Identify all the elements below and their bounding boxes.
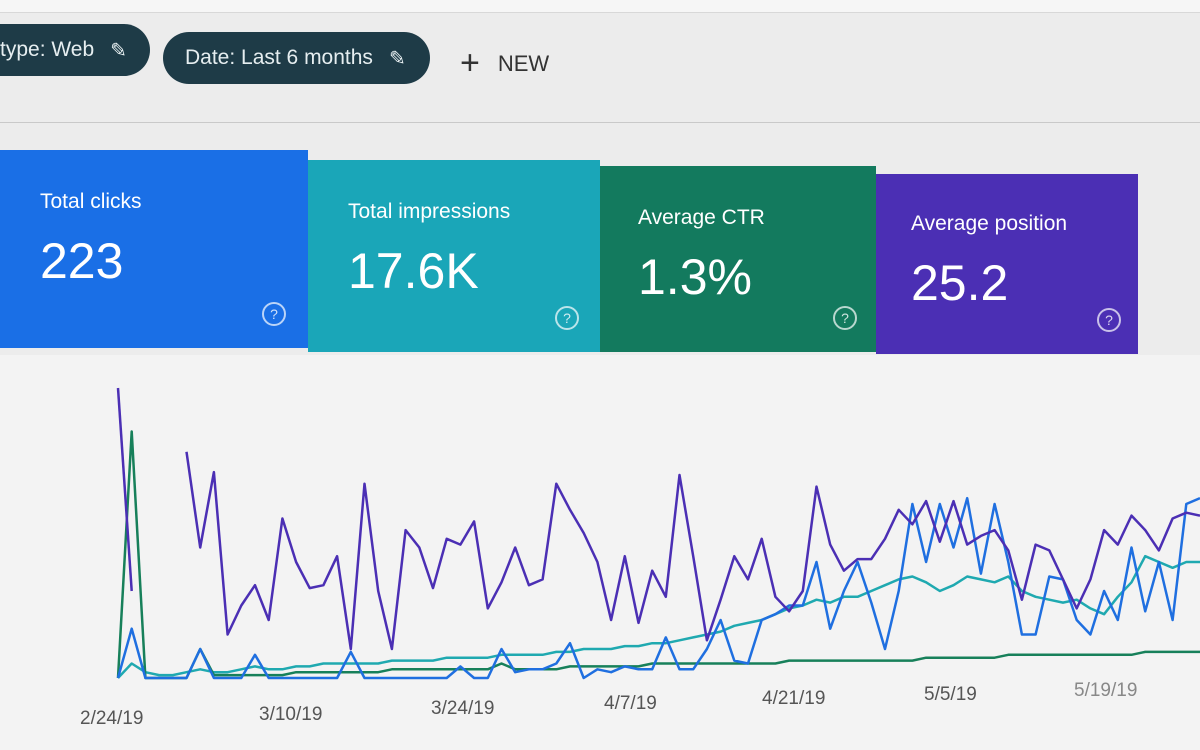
divider xyxy=(0,122,1200,123)
series-line-average-position xyxy=(116,387,133,592)
metric-label: Average CTR xyxy=(638,206,765,229)
metric-card-total-clicks[interactable]: Total clicks 223 ? xyxy=(0,150,308,348)
x-tick-label: 5/5/19 xyxy=(924,684,977,705)
pencil-icon[interactable]: ✎ xyxy=(110,39,127,62)
plus-icon: + xyxy=(460,44,480,82)
metric-value: 25.2 xyxy=(911,255,1009,311)
metric-value: 17.6K xyxy=(348,243,479,299)
chart-panel xyxy=(0,355,1200,750)
metric-card-average-ctr[interactable]: Average CTR 1.3% ? xyxy=(600,166,876,352)
help-icon[interactable]: ? xyxy=(833,306,857,330)
filter-chip-label: type: Web xyxy=(0,38,95,61)
new-filter-button[interactable]: + NEW xyxy=(460,44,549,83)
metric-label: Total impressions xyxy=(348,200,511,223)
x-tick-label: 4/21/19 xyxy=(762,688,826,709)
filter-chip-search-type[interactable]: type: Web ✎ xyxy=(0,24,150,76)
metric-label: Average position xyxy=(911,212,1068,235)
x-tick-label: 2/24/19 xyxy=(80,708,144,729)
series-line-total-clicks xyxy=(116,496,1200,680)
metric-value: 223 xyxy=(40,233,124,289)
x-tick-label: 3/24/19 xyxy=(431,698,495,719)
x-tick-label: 5/19/19 xyxy=(1074,680,1138,701)
new-filter-label: NEW xyxy=(497,50,550,76)
filter-chip-label: Date: Last 6 months xyxy=(185,46,373,69)
filter-chip-date[interactable]: Date: Last 6 months ✎ xyxy=(163,32,430,84)
window-top-edge xyxy=(0,0,1200,13)
series-line-average-ctr xyxy=(116,430,1200,680)
help-icon: ? xyxy=(1097,308,1121,332)
series-line-total-impressions xyxy=(117,554,1200,679)
metric-card-total-impressions[interactable]: Total impressions 17.6K ? xyxy=(308,160,600,352)
help-icon[interactable]: ? xyxy=(262,302,286,326)
pencil-icon[interactable]: ✎ xyxy=(388,47,406,70)
metric-value: 1.3% xyxy=(638,249,752,305)
metric-label: Total clicks xyxy=(40,190,142,213)
x-tick-label: 4/7/19 xyxy=(604,693,657,714)
help-icon[interactable]: ? xyxy=(555,306,579,330)
metric-card-average-position[interactable]: Average position 25.2 ? xyxy=(876,174,1138,354)
series-line-average-position xyxy=(185,451,1200,651)
x-tick-label: 3/10/19 xyxy=(259,704,323,725)
